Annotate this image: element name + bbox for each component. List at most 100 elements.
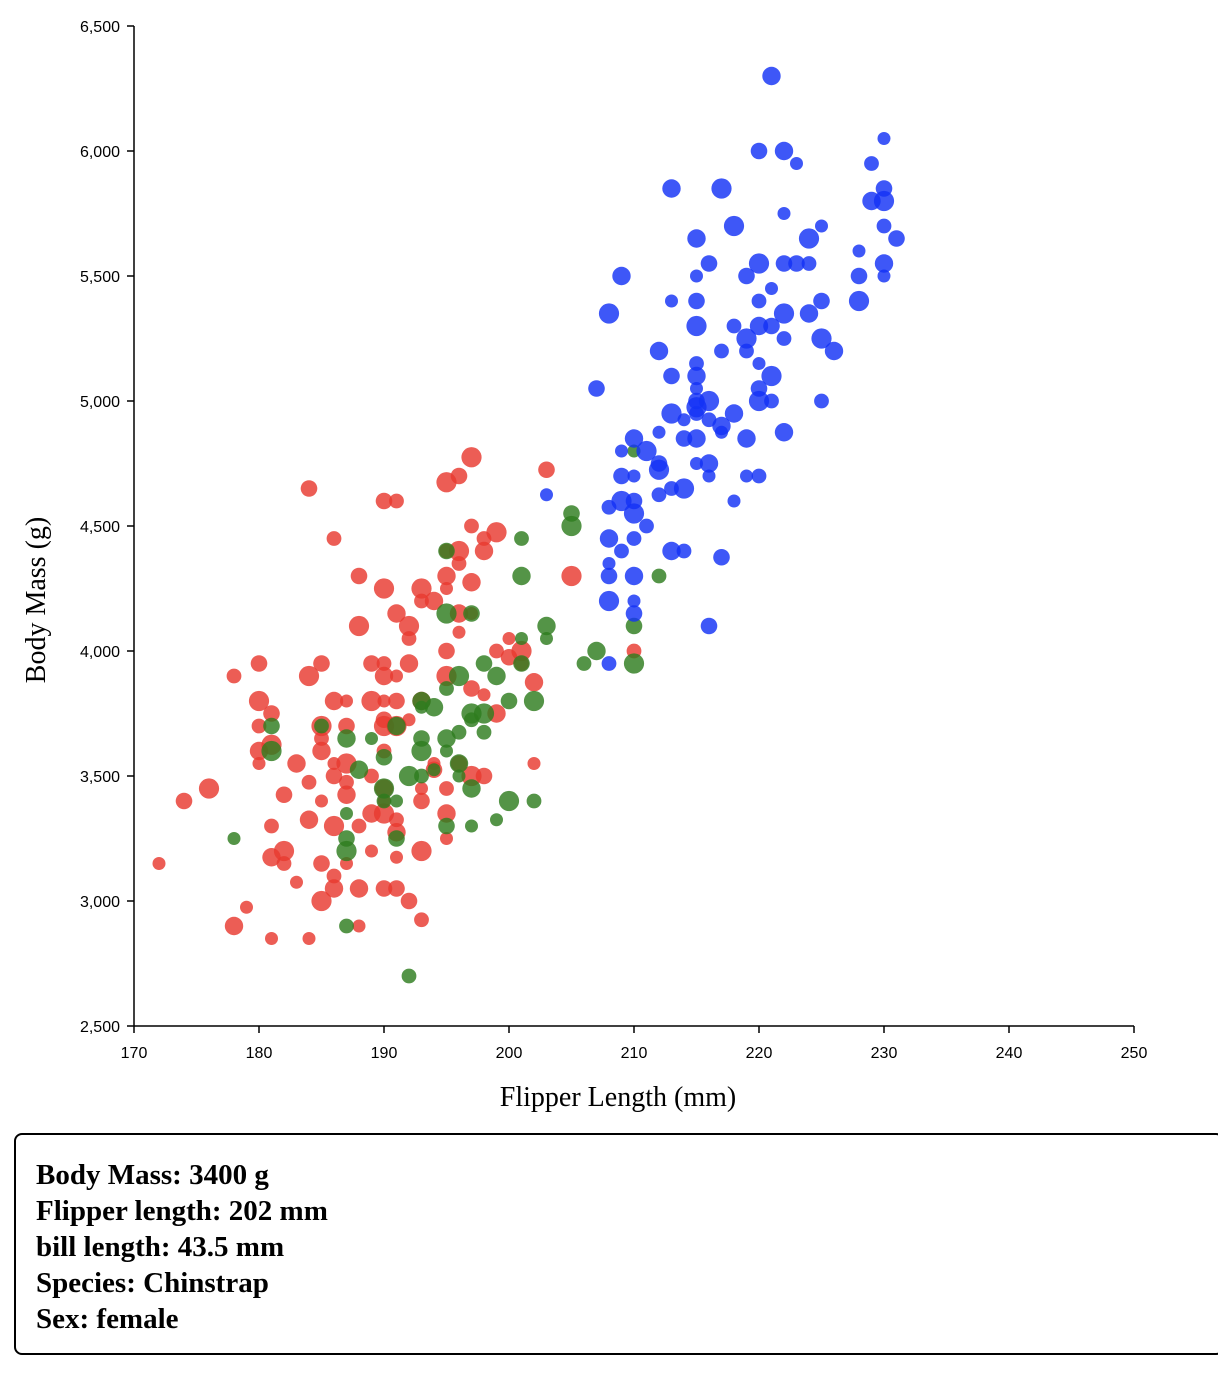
data-point[interactable] bbox=[440, 582, 453, 595]
data-point[interactable] bbox=[465, 819, 478, 833]
data-point[interactable] bbox=[663, 367, 680, 385]
data-point[interactable] bbox=[388, 830, 405, 847]
data-point[interactable] bbox=[877, 132, 891, 145]
data-point[interactable] bbox=[702, 469, 716, 483]
data-point[interactable] bbox=[324, 879, 344, 898]
data-point[interactable] bbox=[561, 565, 582, 587]
data-point[interactable] bbox=[738, 267, 755, 285]
data-point[interactable] bbox=[598, 590, 620, 612]
data-point[interactable] bbox=[414, 912, 429, 928]
data-point[interactable] bbox=[888, 230, 905, 247]
data-point[interactable] bbox=[276, 856, 292, 871]
data-point[interactable] bbox=[389, 812, 404, 828]
data-point[interactable] bbox=[325, 767, 343, 785]
data-point[interactable] bbox=[314, 731, 329, 746]
data-point[interactable] bbox=[361, 690, 382, 712]
data-point[interactable] bbox=[451, 724, 467, 740]
data-point[interactable] bbox=[462, 779, 481, 798]
data-point[interactable] bbox=[311, 890, 332, 912]
data-point[interactable] bbox=[739, 343, 754, 359]
data-point[interactable] bbox=[601, 656, 617, 671]
data-point[interactable] bbox=[527, 757, 541, 770]
data-point[interactable] bbox=[415, 700, 428, 714]
data-point[interactable] bbox=[677, 413, 691, 427]
data-point[interactable] bbox=[675, 430, 693, 447]
data-point[interactable] bbox=[401, 631, 417, 646]
data-point[interactable] bbox=[365, 844, 378, 858]
data-point[interactable] bbox=[688, 292, 705, 310]
data-point[interactable] bbox=[740, 469, 753, 483]
data-point[interactable] bbox=[711, 178, 732, 199]
data-point[interactable] bbox=[411, 840, 432, 862]
data-point[interactable] bbox=[399, 654, 419, 673]
data-point[interactable] bbox=[487, 666, 506, 686]
data-point[interactable] bbox=[400, 892, 418, 910]
data-point[interactable] bbox=[263, 717, 280, 735]
data-point[interactable] bbox=[524, 673, 544, 692]
data-point[interactable] bbox=[513, 655, 530, 672]
data-point[interactable] bbox=[437, 566, 456, 586]
data-point[interactable] bbox=[698, 390, 720, 412]
data-point[interactable] bbox=[648, 459, 670, 480]
data-point[interactable] bbox=[449, 754, 469, 773]
data-point[interactable] bbox=[275, 786, 293, 804]
data-point[interactable] bbox=[850, 267, 868, 285]
data-point[interactable] bbox=[639, 518, 654, 534]
data-point[interactable] bbox=[876, 218, 892, 234]
data-point[interactable] bbox=[815, 219, 828, 233]
data-point[interactable] bbox=[761, 365, 782, 387]
data-point[interactable] bbox=[387, 716, 406, 736]
data-point[interactable] bbox=[686, 315, 707, 337]
data-point[interactable] bbox=[512, 566, 531, 586]
data-point[interactable] bbox=[652, 425, 666, 439]
data-point[interactable] bbox=[873, 190, 895, 212]
data-point[interactable] bbox=[350, 567, 368, 585]
data-point[interactable] bbox=[313, 855, 330, 872]
data-point[interactable] bbox=[713, 548, 730, 566]
data-point[interactable] bbox=[824, 341, 844, 361]
data-point[interactable] bbox=[452, 625, 466, 639]
data-point[interactable] bbox=[440, 832, 453, 845]
data-point[interactable] bbox=[615, 444, 628, 458]
data-point[interactable] bbox=[424, 698, 444, 717]
data-point[interactable] bbox=[624, 429, 644, 448]
data-point[interactable] bbox=[389, 493, 404, 509]
data-point[interactable] bbox=[726, 318, 742, 334]
data-point[interactable] bbox=[749, 316, 769, 336]
data-point[interactable] bbox=[723, 215, 745, 237]
data-point[interactable] bbox=[752, 357, 766, 370]
data-point[interactable] bbox=[302, 932, 316, 945]
data-point[interactable] bbox=[414, 768, 429, 784]
data-point[interactable] bbox=[300, 480, 318, 497]
data-point[interactable] bbox=[599, 529, 619, 548]
data-point[interactable] bbox=[264, 818, 279, 834]
data-point[interactable] bbox=[314, 718, 329, 734]
data-point[interactable] bbox=[798, 228, 820, 249]
data-point[interactable] bbox=[727, 494, 741, 508]
data-point[interactable] bbox=[251, 718, 267, 734]
data-point[interactable] bbox=[413, 792, 430, 810]
data-point[interactable] bbox=[690, 382, 703, 395]
data-point[interactable] bbox=[724, 404, 744, 423]
data-point[interactable] bbox=[600, 567, 618, 585]
data-point[interactable] bbox=[588, 380, 605, 397]
data-point[interactable] bbox=[240, 900, 253, 914]
data-point[interactable] bbox=[848, 290, 870, 312]
data-point[interactable] bbox=[299, 810, 319, 829]
data-point[interactable] bbox=[175, 792, 193, 810]
data-point[interactable] bbox=[336, 840, 357, 862]
data-point[interactable] bbox=[627, 594, 641, 608]
data-point[interactable] bbox=[486, 522, 507, 543]
data-point[interactable] bbox=[313, 655, 330, 672]
data-point[interactable] bbox=[398, 615, 420, 637]
data-point[interactable] bbox=[475, 767, 493, 785]
data-point[interactable] bbox=[250, 655, 268, 672]
data-point[interactable] bbox=[436, 603, 457, 624]
data-point[interactable] bbox=[623, 503, 645, 524]
data-point[interactable] bbox=[226, 668, 242, 684]
data-point[interactable] bbox=[398, 765, 420, 787]
data-point[interactable] bbox=[290, 875, 303, 889]
data-point[interactable] bbox=[751, 468, 767, 484]
data-point[interactable] bbox=[700, 617, 718, 635]
data-point[interactable] bbox=[375, 880, 393, 897]
